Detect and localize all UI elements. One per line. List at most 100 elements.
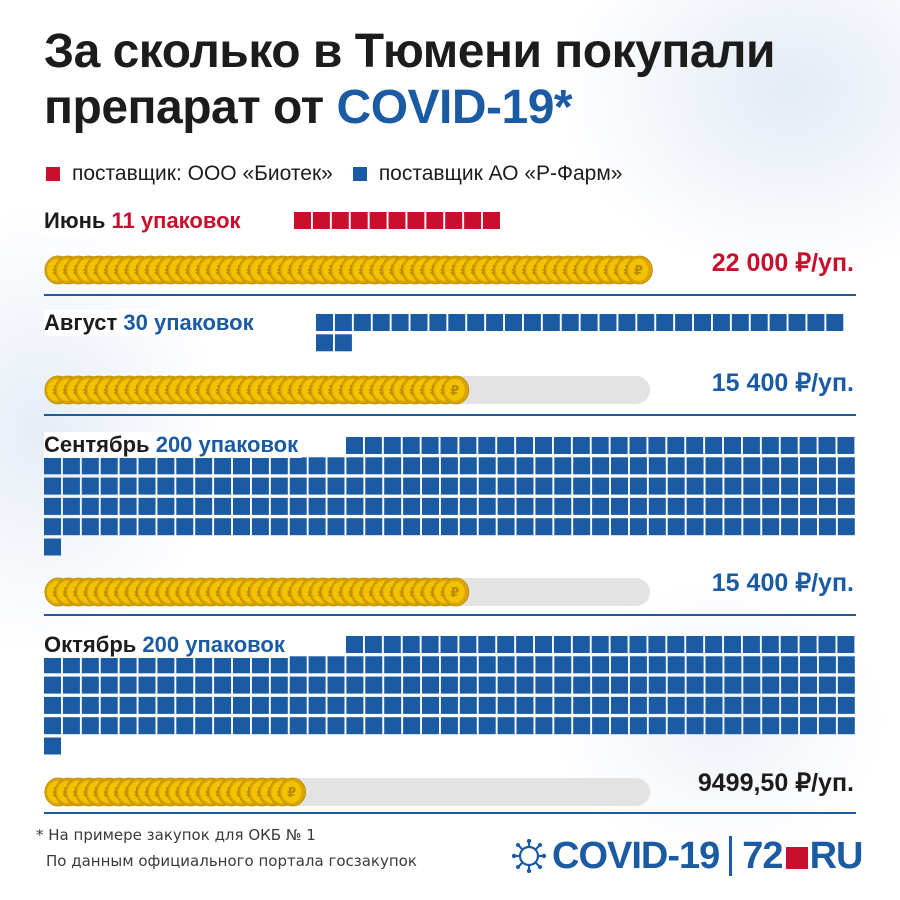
package-square [648, 717, 666, 735]
package-square [403, 497, 421, 515]
package-square [800, 497, 817, 515]
package-square [724, 437, 741, 454]
package-square [743, 656, 761, 674]
package-square [818, 518, 836, 536]
package-square [554, 696, 572, 714]
package-square [592, 477, 610, 495]
package-square [478, 477, 496, 495]
package-square [44, 477, 61, 495]
package-square [364, 437, 382, 454]
package-square [553, 437, 571, 454]
package-square [762, 656, 780, 674]
package-square [308, 477, 326, 495]
package-square [497, 656, 515, 674]
package-square [308, 518, 326, 536]
package-square [327, 518, 345, 536]
package-square [724, 696, 742, 714]
package-square [422, 457, 439, 475]
package-square [592, 518, 610, 536]
package-square [629, 457, 647, 475]
package-square [743, 518, 761, 536]
package-square [422, 676, 439, 694]
package-square [837, 656, 855, 674]
package-square [573, 477, 591, 495]
package-square [308, 696, 326, 714]
legend-swatch-rpharm [352, 167, 367, 181]
package-square [837, 497, 855, 515]
package-square [686, 497, 704, 515]
package-square [251, 457, 269, 475]
package-square [119, 518, 137, 536]
package-square [195, 717, 213, 735]
ruble-coin: ₽ [442, 577, 470, 607]
package-square [611, 696, 628, 714]
ruble-coin: ₽ [442, 375, 470, 405]
package-square [611, 477, 628, 495]
package-square [62, 477, 80, 495]
package-square [572, 437, 590, 454]
package-square [459, 656, 477, 674]
package-square [334, 314, 352, 331]
package-square [818, 636, 836, 653]
legend-label-rpharm: поставщик АО «Р-Фарм» [378, 162, 623, 185]
package-square [138, 676, 156, 694]
package-square [742, 636, 760, 653]
package-square [289, 477, 307, 495]
package-square [580, 314, 598, 331]
package-square [251, 497, 269, 515]
package-square [743, 676, 761, 694]
package-square [289, 457, 307, 475]
price-bar-june: ₽₽₽₽₽₽₽₽₽₽₽₽₽₽₽₽₽₽₽₽₽₽₽₽₽₽₽₽₽₽₽₽₽₽₽₽₽₽₽₽… [44, 255, 653, 285]
package-square [138, 717, 156, 735]
package-square [100, 696, 118, 714]
package-square [81, 518, 99, 536]
package-square [289, 717, 307, 735]
package-square [214, 457, 232, 475]
package-square [289, 497, 307, 515]
package-square [350, 212, 368, 229]
package-square [837, 477, 855, 495]
package-square [316, 314, 333, 331]
package-square [44, 457, 61, 475]
package-square [384, 656, 402, 674]
package-square [440, 477, 458, 495]
package-square [497, 437, 515, 454]
svg-text:₽: ₽ [634, 264, 643, 279]
package-square [459, 696, 477, 714]
package-square [316, 334, 333, 352]
package-square [667, 457, 685, 475]
package-square [383, 636, 401, 653]
package-square [769, 314, 787, 331]
package-square [459, 437, 477, 454]
package-square [610, 437, 628, 454]
package-square [781, 497, 799, 515]
logo-72-text: 72 [742, 834, 783, 877]
price-label-september: 15 400 ₽/уп. [711, 569, 854, 597]
package-square [334, 334, 352, 352]
package-square [611, 717, 628, 735]
package-square [743, 457, 761, 475]
package-square [762, 477, 780, 495]
package-square [818, 696, 836, 714]
package-square [233, 477, 250, 495]
package-square [176, 518, 194, 536]
package-square [459, 477, 477, 495]
package-square [176, 676, 194, 694]
package-square [403, 518, 421, 536]
package-square [440, 717, 458, 735]
package-square [62, 696, 80, 714]
package-square [346, 497, 364, 515]
package-square [705, 457, 723, 475]
package-square [270, 457, 288, 475]
package-square [497, 497, 515, 515]
package-square [750, 314, 768, 331]
package-square [346, 656, 364, 674]
package-square [818, 497, 836, 515]
covid-72ru-logo: COVID-19 72 RU [512, 830, 863, 882]
package-square [800, 696, 817, 714]
package-square [799, 636, 817, 653]
package-square [497, 457, 515, 475]
package-square [553, 636, 571, 653]
package-square [365, 477, 383, 495]
package-square [100, 717, 118, 735]
